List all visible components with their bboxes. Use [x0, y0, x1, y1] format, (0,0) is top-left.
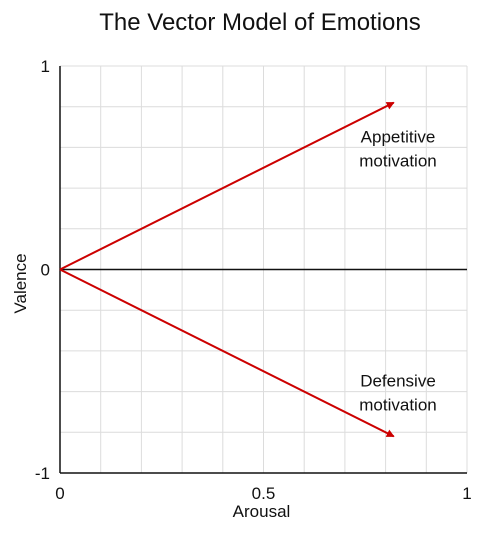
- x-tick-label: 0.5: [252, 484, 276, 503]
- y-tick-label: -1: [35, 464, 50, 483]
- x-tick-label: 0: [55, 484, 64, 503]
- chart-title: The Vector Model of Emotions: [99, 9, 421, 36]
- x-axis-label: Arousal: [233, 502, 291, 521]
- appetitive-annotation-line: Appetitive: [361, 128, 436, 147]
- vectors: [59, 101, 395, 438]
- y-tick-label: 0: [41, 261, 50, 280]
- defensive-annotation-line: motivation: [359, 395, 436, 414]
- y-axis-label: Valence: [11, 253, 30, 313]
- y-tick-label: 1: [41, 57, 50, 76]
- appetitive-vector-arrow: [59, 101, 395, 271]
- grid-lines: [60, 65, 468, 473]
- appetitive-annotation-line: motivation: [359, 152, 436, 171]
- defensive-annotation-line: Defensive: [360, 371, 436, 390]
- annotations: Appetitive motivation Defensive motivation: [359, 128, 436, 415]
- x-tick-label: 1: [462, 484, 471, 503]
- tick-labels: 0 0.5 1 1 0 -1: [35, 57, 472, 503]
- defensive-vector-arrow: [59, 268, 395, 438]
